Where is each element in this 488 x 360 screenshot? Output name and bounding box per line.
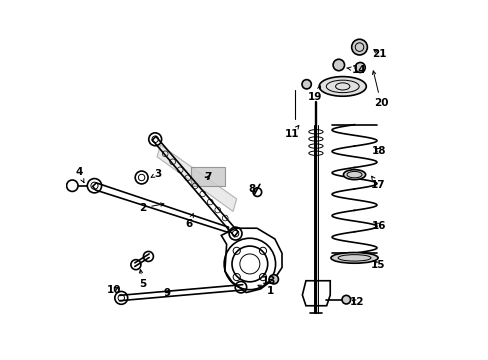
Text: 2: 2 <box>139 203 163 213</box>
Ellipse shape <box>319 77 366 96</box>
Text: 15: 15 <box>370 260 385 270</box>
Text: 10: 10 <box>107 285 121 295</box>
Ellipse shape <box>330 252 377 263</box>
Text: 19: 19 <box>307 86 322 102</box>
Text: 21: 21 <box>371 49 386 59</box>
Circle shape <box>66 180 78 192</box>
Polygon shape <box>157 145 236 211</box>
Ellipse shape <box>343 170 365 180</box>
FancyBboxPatch shape <box>190 167 225 186</box>
Circle shape <box>354 63 365 72</box>
Text: 7: 7 <box>204 172 211 182</box>
Circle shape <box>341 296 350 304</box>
Text: 9: 9 <box>163 288 170 298</box>
Text: 20: 20 <box>372 71 387 108</box>
Text: 6: 6 <box>185 213 193 229</box>
Circle shape <box>332 59 344 71</box>
Text: 3: 3 <box>151 168 162 179</box>
Text: 14: 14 <box>346 65 366 75</box>
Circle shape <box>302 80 311 89</box>
Text: 12: 12 <box>349 297 364 307</box>
Text: 17: 17 <box>370 176 385 190</box>
Text: 16: 16 <box>371 221 386 231</box>
Text: 13: 13 <box>262 276 276 286</box>
Circle shape <box>268 275 278 284</box>
Text: 11: 11 <box>284 126 298 139</box>
Text: 5: 5 <box>139 270 146 289</box>
Text: 1: 1 <box>258 285 274 296</box>
Text: 18: 18 <box>371 146 386 156</box>
Text: 4: 4 <box>75 167 84 183</box>
Text: 8: 8 <box>248 184 255 194</box>
Circle shape <box>351 39 366 55</box>
